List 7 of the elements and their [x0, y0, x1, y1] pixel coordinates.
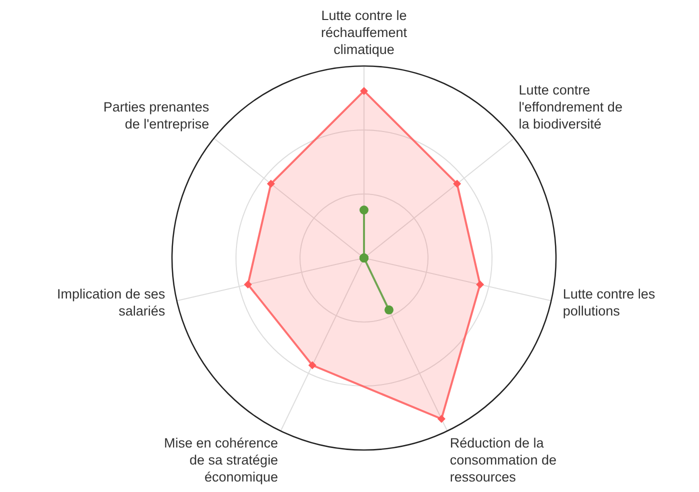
spoke-label: Parties prenantes de l'entreprise [103, 100, 210, 132]
spoke-label: Implication de ses salariés [57, 286, 166, 318]
spoke-label: Lutte contre le réchauffement climatique [320, 8, 408, 57]
spoke-label: Mise en cohérence de sa stratégie économique [164, 435, 278, 484]
spoke-label: Réduction de la consommation de ressources [450, 435, 556, 484]
spoke-label: Lutte contre les pollutions [562, 286, 656, 318]
spoke-label: Lutte contre l'effondrement de la biodiversité [518, 82, 622, 132]
